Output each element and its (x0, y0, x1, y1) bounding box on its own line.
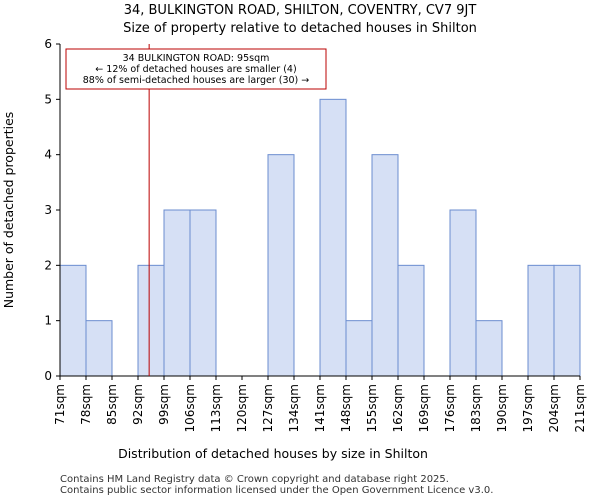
x-ticks: 71sqm 78sqm 85sqm 92sqm 99sqm 106sqm 113sqm 120… (53, 376, 587, 432)
footer-line-1: Contains HM Land Registry data © Crown c… (60, 474, 449, 485)
bar-148sqm (345, 320, 373, 377)
x-tick-label: 197sqm (521, 384, 535, 432)
bar-183sqm (475, 320, 503, 377)
annotation-line-2: ← 12% of detached houses are smaller (4) (95, 64, 296, 75)
x-tick-label: 155sqm (365, 384, 379, 432)
bar-197sqm (527, 264, 555, 377)
x-tick-label: 127sqm (261, 384, 275, 432)
annotation-line-3: 88% of semi-detached houses are larger (… (83, 75, 310, 86)
bar-141sqm (319, 98, 347, 377)
x-tick-label: 113sqm (209, 384, 223, 432)
x-tick-label: 85sqm (105, 384, 119, 425)
bar-204sqm (553, 264, 581, 377)
x-tick-label: 78sqm (79, 384, 93, 425)
x-tick-label: 190sqm (495, 384, 509, 432)
footer-line-2: Contains public sector information licen… (60, 485, 494, 496)
y-tick-label: 6 (44, 37, 52, 51)
chart-subtitle: Size of property relative to detached ho… (123, 21, 477, 36)
annotation-line-1: 34 BULKINGTON ROAD: 95sqm (123, 53, 270, 64)
x-axis-label: Distribution of detached houses by size … (118, 446, 428, 461)
y-tick-label: 4 (44, 148, 52, 162)
bars-group (59, 98, 581, 377)
bar-155sqm (371, 154, 399, 377)
y-ticks: 0 1 2 3 4 5 6 (44, 37, 60, 383)
x-tick-label: 120sqm (235, 384, 249, 432)
x-tick-label: 211sqm (573, 384, 587, 432)
bar-78sqm (85, 320, 113, 377)
y-tick-label: 0 (44, 369, 52, 383)
chart-title: 34, BULKINGTON ROAD, SHILTON, COVENTRY, … (123, 3, 477, 18)
x-tick-label: 71sqm (53, 384, 67, 425)
y-tick-label: 1 (44, 314, 52, 328)
x-tick-label: 92sqm (131, 384, 145, 425)
x-tick-label: 134sqm (287, 384, 301, 432)
bar-162sqm (397, 264, 425, 377)
bar-99sqm (163, 209, 191, 377)
x-tick-label: 106sqm (183, 384, 197, 432)
x-tick-label: 176sqm (443, 384, 457, 432)
y-tick-label: 5 (44, 92, 52, 106)
annotation-frame (65, 48, 327, 90)
bar-106sqm (189, 209, 217, 377)
x-tick-label: 162sqm (391, 384, 405, 432)
y-tick-label: 2 (44, 258, 52, 272)
bar-127sqm (267, 154, 295, 377)
annotation-box: 34 BULKINGTON ROAD: 95sqm ← 12% of detac… (65, 48, 327, 90)
x-tick-label: 99sqm (157, 384, 171, 425)
y-tick-label: 3 (44, 203, 52, 217)
y-axis-label: Number of detached properties (1, 112, 16, 309)
x-tick-label: 148sqm (339, 384, 353, 432)
x-tick-label: 183sqm (469, 384, 483, 432)
x-tick-label: 204sqm (547, 384, 561, 432)
x-tick-label: 141sqm (313, 384, 327, 432)
bar-71sqm (59, 264, 87, 377)
bar-92sqm (137, 264, 165, 377)
x-tick-label: 169sqm (417, 384, 431, 432)
bar-176sqm (449, 209, 477, 377)
